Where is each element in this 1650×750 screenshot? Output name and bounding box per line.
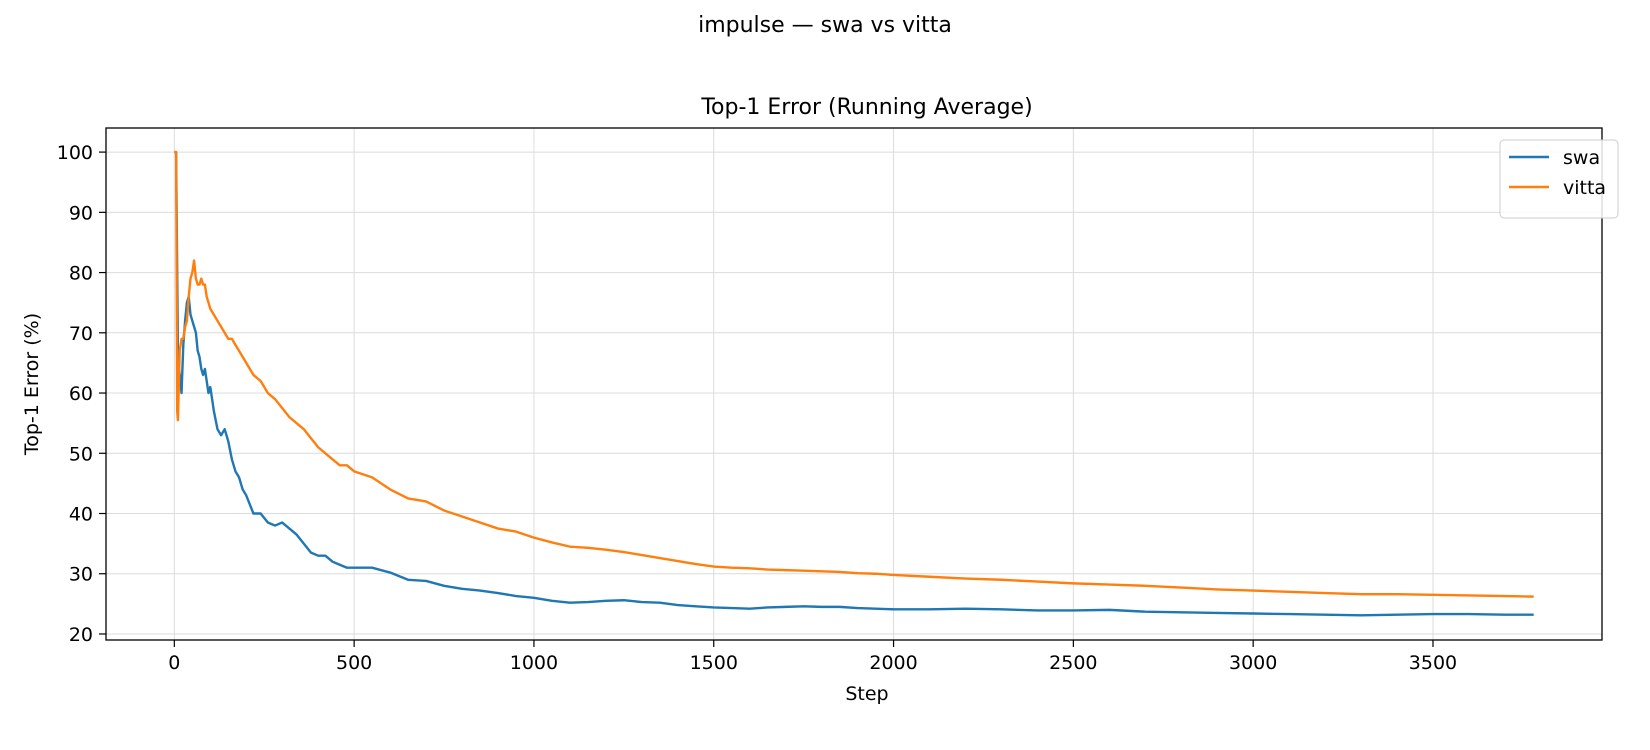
series-line-swa xyxy=(174,150,1534,617)
plot-area xyxy=(174,150,1534,617)
legend-box xyxy=(1499,139,1619,219)
y-tick-label: 30 xyxy=(69,564,93,586)
x-tick-label: 1500 xyxy=(690,652,738,674)
legend-label-swa: swa xyxy=(1563,147,1600,169)
x-tick-label: 2500 xyxy=(1049,652,1097,674)
x-axis-label: Step xyxy=(845,683,888,705)
y-tick-label: 100 xyxy=(57,142,93,164)
y-tick-label: 60 xyxy=(69,383,93,405)
x-tick-label: 500 xyxy=(336,652,372,674)
legend-label-vitta: vitta xyxy=(1563,177,1606,199)
x-tick-label: 3500 xyxy=(1409,652,1457,674)
series-line-vitta xyxy=(174,150,1534,598)
legend: swa vitta xyxy=(1499,139,1619,219)
chart-title: Top-1 Error (Running Average) xyxy=(700,95,1032,120)
y-tick-label: 50 xyxy=(69,443,93,465)
y-tick-label: 70 xyxy=(69,323,93,345)
x-tick-label: 1000 xyxy=(510,652,558,674)
y-tick-label: 20 xyxy=(69,624,93,646)
y-axis-ticks: 20 30 40 50 60 70 80 90 100 xyxy=(57,142,106,646)
x-tick-label: 3000 xyxy=(1229,652,1277,674)
y-tick-label: 80 xyxy=(69,263,93,285)
y-axis-label: Top-1 Error (%) xyxy=(21,313,43,456)
x-tick-label: 2000 xyxy=(869,652,917,674)
figure-suptitle: impulse — swa vs vitta xyxy=(698,13,952,38)
y-tick-label: 40 xyxy=(69,504,93,526)
x-tick-label: 0 xyxy=(168,652,180,674)
y-tick-label: 90 xyxy=(69,202,93,224)
axes-frame xyxy=(105,127,1603,641)
x-axis-ticks: 0 500 1000 1500 2000 2500 3000 3500 xyxy=(168,640,1457,674)
